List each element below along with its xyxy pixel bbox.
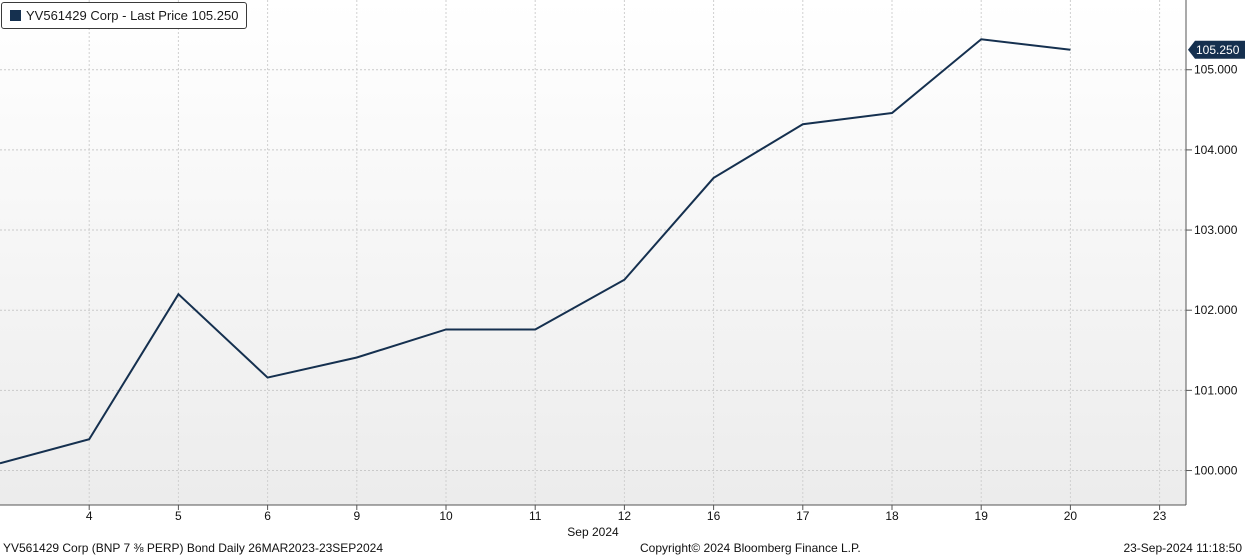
x-tick-label: 4 (86, 509, 93, 523)
plot-area (0, 0, 1186, 505)
x-tick-label: 6 (264, 509, 271, 523)
x-tick-label: 16 (707, 509, 721, 523)
x-tick-label: 11 (529, 509, 542, 523)
y-tick-label: 100.000 (1194, 464, 1238, 478)
x-tick-label: 18 (885, 509, 899, 523)
x-axis-month-label: Sep 2024 (567, 525, 619, 539)
y-tick-label: 102.000 (1194, 303, 1238, 317)
series-layer (0, 38, 1071, 465)
footer-copyright: Copyright© 2024 Bloomberg Finance L.P. (640, 541, 861, 555)
last-price-tag: 105.250 (1188, 40, 1245, 59)
x-tick-label: 23 (1153, 509, 1167, 523)
y-tick-label: 104.000 (1194, 143, 1238, 157)
footer-security-description: YV561429 Corp (BNP 7 ⅜ PERP) Bond Daily … (3, 541, 383, 555)
x-tick-label: 12 (618, 509, 632, 523)
grid-lines (0, 0, 1186, 505)
y-tick-label: 103.000 (1194, 223, 1238, 237)
last-price-tag-background (1188, 40, 1245, 59)
x-tick-label: 20 (1064, 509, 1078, 523)
legend-label: YV561429 Corp - Last Price 105.250 (26, 8, 239, 23)
legend-swatch (10, 10, 21, 21)
x-tick-label: 17 (796, 509, 810, 523)
x-tick-label: 19 (975, 509, 989, 523)
y-tick-label: 105.000 (1194, 63, 1238, 77)
y-axis-ticks: 100.000 101.000 102.000 103.000 104.000 105.0… (1186, 63, 1238, 478)
footer-timestamp: 23-Sep-2024 11:18:50 (1123, 541, 1242, 555)
x-tick-label: 5 (175, 509, 182, 523)
x-axis-ticks: 4 5 6 9 10 11 12 16 17 18 19 20 23 (86, 505, 1167, 523)
chart-legend[interactable]: YV561429 Corp - Last Price 105.250 (1, 2, 248, 29)
x-tick-label: 9 (353, 509, 360, 523)
y-tick-label: 101.000 (1194, 383, 1238, 397)
last-price-tag-label: 105.250 (1196, 43, 1240, 57)
x-tick-label: 10 (439, 509, 453, 523)
